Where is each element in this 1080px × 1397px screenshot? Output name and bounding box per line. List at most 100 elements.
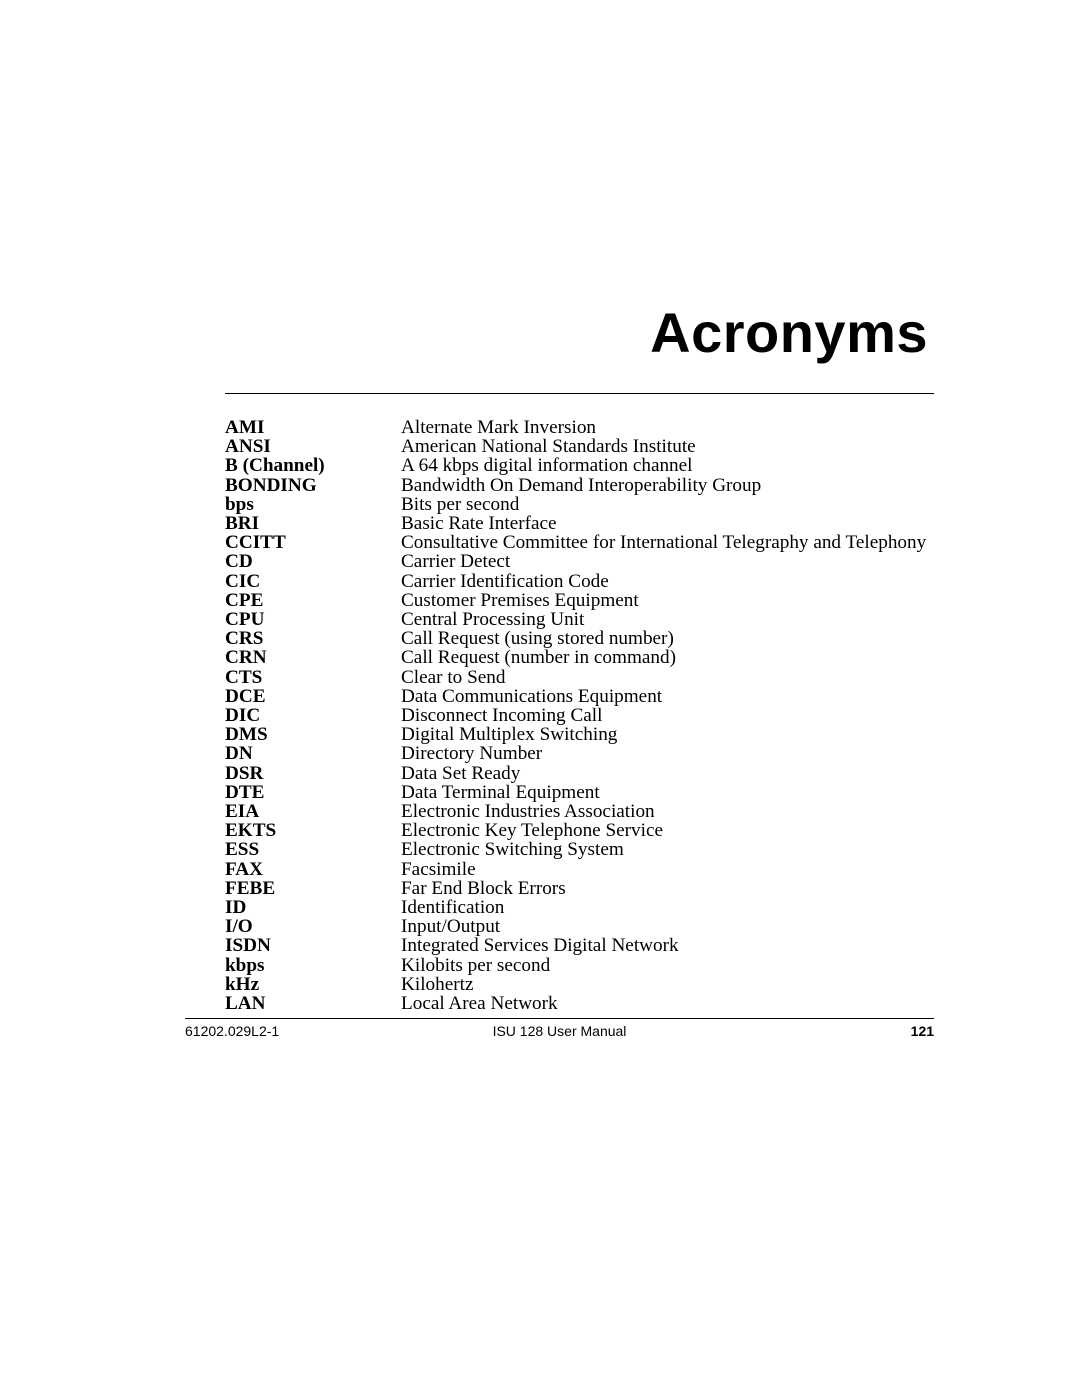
acronym-term: B (Channel) xyxy=(225,456,401,475)
acronym-definition: Call Request (using stored number) xyxy=(401,629,934,648)
acronym-row: BONDINGBandwidth On Demand Interoperabil… xyxy=(225,476,934,495)
acronym-row: DCEData Communications Equipment xyxy=(225,687,934,706)
acronym-definition: Bits per second xyxy=(401,495,934,514)
acronym-term: DMS xyxy=(225,725,401,744)
acronym-term: CTS xyxy=(225,668,401,687)
page-title: Acronyms xyxy=(225,300,934,365)
acronym-row: CRSCall Request (using stored number) xyxy=(225,629,934,648)
acronym-term: CIC xyxy=(225,572,401,591)
acronym-definition: Consultative Committee for International… xyxy=(401,533,934,552)
acronym-term: DSR xyxy=(225,764,401,783)
acronym-definition: Customer Premises Equipment xyxy=(401,591,934,610)
acronym-term: LAN xyxy=(225,994,401,1013)
acronym-term: I/O xyxy=(225,917,401,936)
acronym-row: bpsBits per second xyxy=(225,495,934,514)
acronym-row: FAXFacsimile xyxy=(225,860,934,879)
footer-line: 61202.029L2-1 ISU 128 User Manual 121 xyxy=(185,1023,934,1039)
acronym-row: kbpsKilobits per second xyxy=(225,956,934,975)
page: Acronyms AMIAlternate Mark InversionANSI… xyxy=(0,0,1080,1397)
acronym-definition: Data Terminal Equipment xyxy=(401,783,934,802)
acronym-row: FEBEFar End Block Errors xyxy=(225,879,934,898)
acronym-term: BONDING xyxy=(225,476,401,495)
acronym-definition: Alternate Mark Inversion xyxy=(401,418,934,437)
acronym-term: FEBE xyxy=(225,879,401,898)
acronym-term: ISDN xyxy=(225,936,401,955)
acronym-row: DNDirectory Number xyxy=(225,744,934,763)
acronym-term: CRN xyxy=(225,648,401,667)
acronym-definition: Carrier Identification Code xyxy=(401,572,934,591)
acronym-definition: Directory Number xyxy=(401,744,934,763)
acronym-definition: Carrier Detect xyxy=(401,552,934,571)
footer-manual-title: ISU 128 User Manual xyxy=(435,1023,685,1039)
acronym-row: CDCarrier Detect xyxy=(225,552,934,571)
page-footer: 61202.029L2-1 ISU 128 User Manual 121 xyxy=(185,1018,934,1039)
acronym-term: bps xyxy=(225,495,401,514)
acronym-row: BRIBasic Rate Interface xyxy=(225,514,934,533)
footer-doc-number: 61202.029L2-1 xyxy=(185,1023,435,1039)
acronym-term: BRI xyxy=(225,514,401,533)
acronym-row: DSRData Set Ready xyxy=(225,764,934,783)
acronym-row: CPECustomer Premises Equipment xyxy=(225,591,934,610)
acronym-definition: Disconnect Incoming Call xyxy=(401,706,934,725)
acronym-row: ISDNIntegrated Services Digital Network xyxy=(225,936,934,955)
acronym-row: DTEData Terminal Equipment xyxy=(225,783,934,802)
acronym-definition: Central Processing Unit xyxy=(401,610,934,629)
acronym-term: DIC xyxy=(225,706,401,725)
acronym-definition: Kilohertz xyxy=(401,975,934,994)
acronym-row: CRNCall Request (number in command) xyxy=(225,648,934,667)
acronym-row: CPUCentral Processing Unit xyxy=(225,610,934,629)
acronym-term: DTE xyxy=(225,783,401,802)
acronym-definition: Electronic Key Telephone Service xyxy=(401,821,934,840)
acronym-term: AMI xyxy=(225,418,401,437)
acronym-definition: Facsimile xyxy=(401,860,934,879)
acronym-term: FAX xyxy=(225,860,401,879)
acronym-definition: Call Request (number in command) xyxy=(401,648,934,667)
acronym-term: DCE xyxy=(225,687,401,706)
acronym-term: ID xyxy=(225,898,401,917)
acronym-definition: Electronic Switching System xyxy=(401,840,934,859)
acronym-row: DICDisconnect Incoming Call xyxy=(225,706,934,725)
acronym-row: CTSClear to Send xyxy=(225,668,934,687)
acronym-row: I/OInput/Output xyxy=(225,917,934,936)
acronym-term: kbps xyxy=(225,956,401,975)
title-rule xyxy=(225,393,934,394)
acronym-row: B (Channel)A 64 kbps digital information… xyxy=(225,456,934,475)
acronym-row: CICCarrier Identification Code xyxy=(225,572,934,591)
acronym-row: kHzKilohertz xyxy=(225,975,934,994)
acronym-term: EIA xyxy=(225,802,401,821)
acronym-definition: Basic Rate Interface xyxy=(401,514,934,533)
acronym-definition: A 64 kbps digital information channel xyxy=(401,456,934,475)
acronym-list: AMIAlternate Mark InversionANSIAmerican … xyxy=(225,418,934,1013)
acronym-definition: Local Area Network xyxy=(401,994,934,1013)
acronym-row: CCITTConsultative Committee for Internat… xyxy=(225,533,934,552)
acronym-definition: Data Communications Equipment xyxy=(401,687,934,706)
acronym-row: LANLocal Area Network xyxy=(225,994,934,1013)
acronym-definition: Far End Block Errors xyxy=(401,879,934,898)
acronym-definition: Input/Output xyxy=(401,917,934,936)
acronym-definition: Digital Multiplex Switching xyxy=(401,725,934,744)
acronym-term: CPE xyxy=(225,591,401,610)
acronym-definition: American National Standards Institute xyxy=(401,437,934,456)
acronym-term: DN xyxy=(225,744,401,763)
footer-page-number: 121 xyxy=(684,1023,934,1039)
acronym-definition: Bandwidth On Demand Interoperability Gro… xyxy=(401,476,934,495)
acronym-term: kHz xyxy=(225,975,401,994)
acronym-term: CD xyxy=(225,552,401,571)
acronym-term: ESS xyxy=(225,840,401,859)
acronym-row: EKTSElectronic Key Telephone Service xyxy=(225,821,934,840)
acronym-term: EKTS xyxy=(225,821,401,840)
acronym-term: CRS xyxy=(225,629,401,648)
acronym-row: EIAElectronic Industries Association xyxy=(225,802,934,821)
acronym-term: ANSI xyxy=(225,437,401,456)
acronym-definition: Data Set Ready xyxy=(401,764,934,783)
acronym-row: ANSIAmerican National Standards Institut… xyxy=(225,437,934,456)
acronym-row: IDIdentification xyxy=(225,898,934,917)
acronym-definition: Integrated Services Digital Network xyxy=(401,936,934,955)
acronym-definition: Identification xyxy=(401,898,934,917)
acronym-definition: Electronic Industries Association xyxy=(401,802,934,821)
acronym-row: AMIAlternate Mark Inversion xyxy=(225,418,934,437)
acronym-row: ESSElectronic Switching System xyxy=(225,840,934,859)
acronym-row: DMSDigital Multiplex Switching xyxy=(225,725,934,744)
acronym-term: CCITT xyxy=(225,533,401,552)
acronym-definition: Clear to Send xyxy=(401,668,934,687)
